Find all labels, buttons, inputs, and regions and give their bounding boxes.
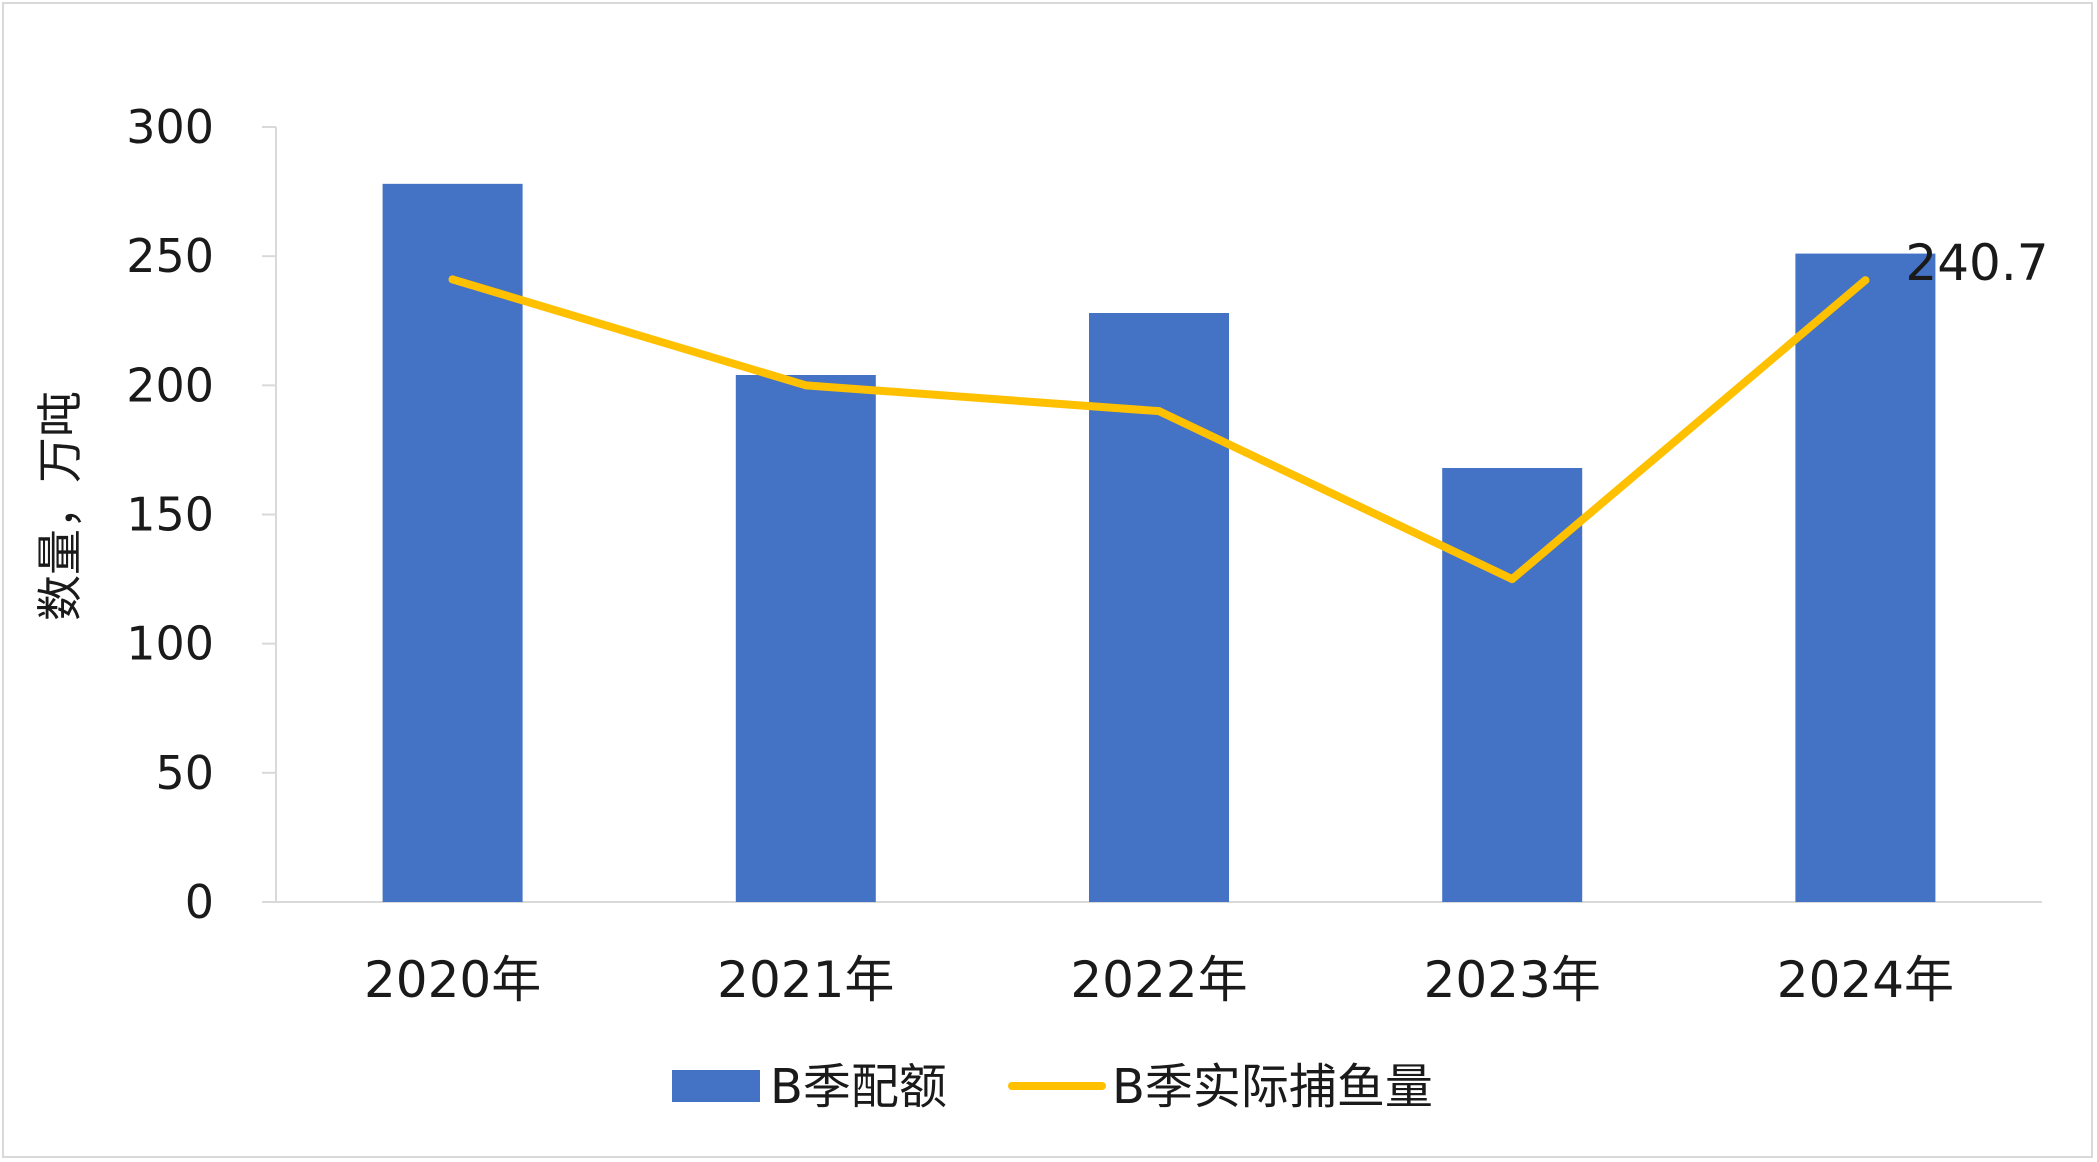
combo-chart: 0 50 100 150 200 250 300 2020年 2021年 2022年 2023年 20… <box>33 100 2049 1115</box>
y-tick-label: 100 <box>126 617 214 671</box>
x-tick-label: 2023年 <box>1424 951 1601 1009</box>
legend-label: B季配额 <box>770 1059 947 1115</box>
legend: B季配额 B季实际捕鱼量 <box>672 1059 1433 1115</box>
line-point <box>448 275 457 284</box>
y-tick-label: 300 <box>126 100 214 154</box>
y-tick-label: 150 <box>126 488 214 542</box>
x-tick-label: 2020年 <box>364 951 541 1009</box>
bar-series <box>382 183 1936 903</box>
y-tick-label: 200 <box>126 358 214 412</box>
bar <box>735 375 876 902</box>
legend-label: B季实际捕鱼量 <box>1112 1059 1433 1115</box>
line-series <box>448 275 1870 584</box>
line-point <box>1861 276 1870 285</box>
axes: 0 50 100 150 200 250 300 2020年 2021年 2022年 2023年 20… <box>33 100 2042 1009</box>
line-point <box>801 381 810 390</box>
bar <box>1089 313 1229 902</box>
line-point <box>1155 407 1163 416</box>
data-label: 240.7 <box>1905 234 2048 292</box>
y-axis-title: 数量，万吨 <box>33 391 87 621</box>
y-tick-label: 250 <box>126 229 214 283</box>
x-tick-label: 2022年 <box>1070 951 1247 1009</box>
x-tick-label: 2024年 <box>1777 951 1954 1009</box>
line-point <box>1508 575 1517 584</box>
y-tick-label: 0 <box>185 875 214 929</box>
x-tick-label: 2021年 <box>717 951 894 1009</box>
data-labels: 240.7 <box>1905 234 2048 292</box>
bar <box>382 183 523 903</box>
bar <box>1795 253 1936 903</box>
legend-swatch-bar <box>672 1070 760 1102</box>
y-tick-label: 50 <box>155 746 214 800</box>
